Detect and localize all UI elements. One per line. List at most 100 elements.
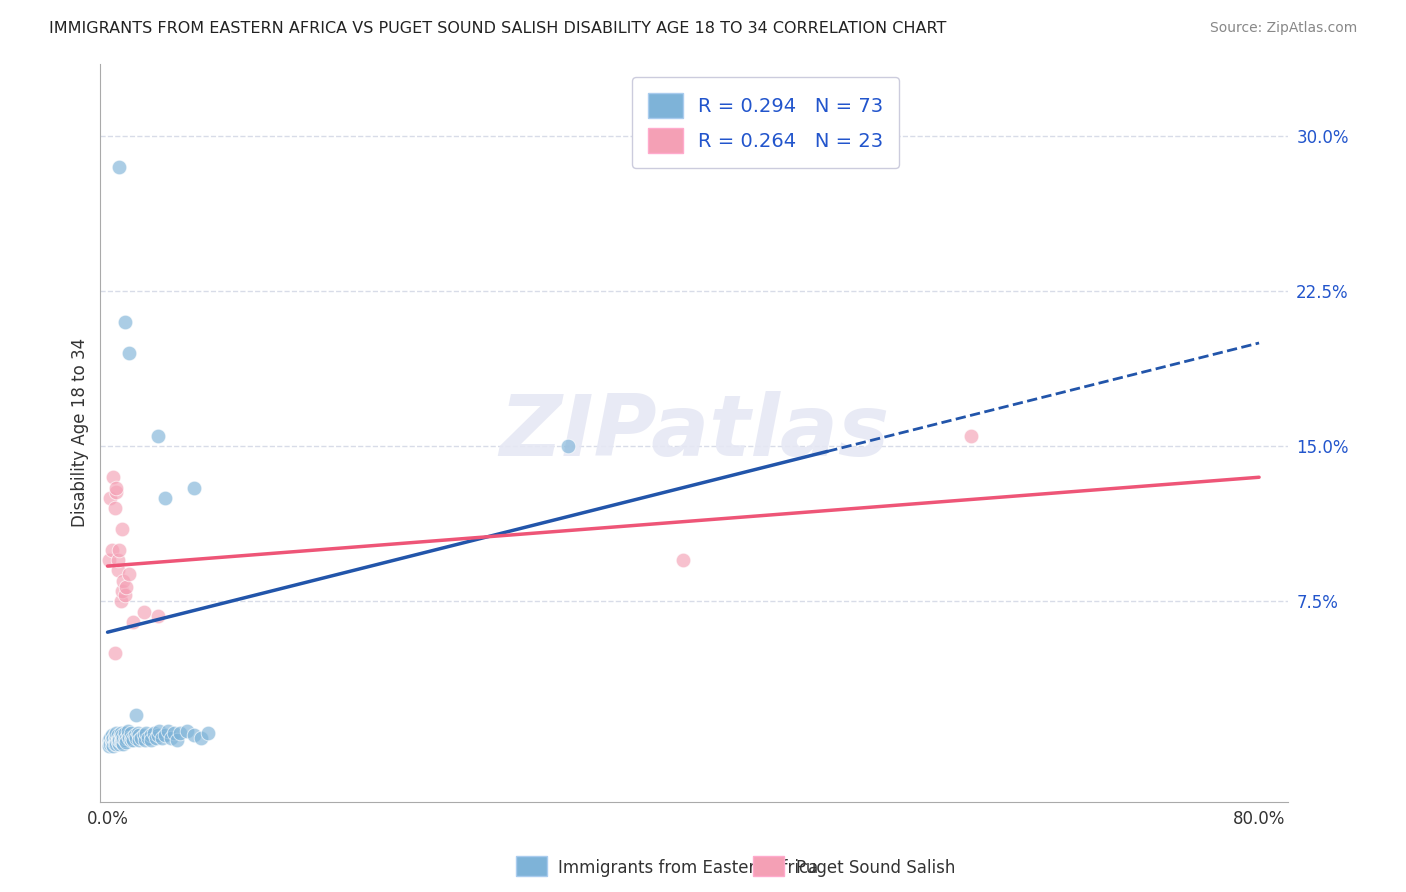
Point <box>112 574 135 588</box>
Point <box>117 724 139 739</box>
Point <box>107 553 129 567</box>
Point <box>98 737 121 751</box>
Point <box>101 737 124 751</box>
Point <box>105 737 128 751</box>
Point <box>153 491 176 505</box>
Point <box>103 731 125 745</box>
Point <box>145 731 167 745</box>
Legend: R = 0.294   N = 73, R = 0.264   N = 23: R = 0.294 N = 73, R = 0.264 N = 23 <box>631 78 898 169</box>
Point <box>114 315 136 329</box>
Point <box>176 724 198 739</box>
Point <box>163 726 186 740</box>
Point <box>100 734 122 748</box>
Point <box>672 553 695 567</box>
Point <box>100 737 122 751</box>
Point <box>122 615 145 629</box>
Point <box>100 731 122 745</box>
Point <box>128 729 150 743</box>
Point <box>115 731 138 745</box>
Point <box>105 731 128 745</box>
Point <box>114 588 136 602</box>
Point <box>153 729 176 743</box>
Point <box>135 726 157 740</box>
Point <box>107 729 129 743</box>
Point <box>132 605 155 619</box>
Point <box>118 567 141 582</box>
Point <box>150 731 173 745</box>
Point <box>197 726 219 740</box>
Point <box>108 732 131 747</box>
Point <box>100 491 122 505</box>
Point <box>117 729 139 743</box>
Point <box>142 726 165 740</box>
Point <box>111 729 134 743</box>
Point <box>103 470 125 484</box>
Point <box>115 580 138 594</box>
Point <box>111 522 134 536</box>
Point <box>110 731 132 745</box>
Point <box>101 729 124 743</box>
Point <box>110 594 132 608</box>
Point <box>107 563 129 577</box>
Point <box>128 732 150 747</box>
Point <box>118 731 141 745</box>
Point <box>98 732 121 747</box>
Point <box>111 732 134 747</box>
Point <box>124 729 146 743</box>
Point <box>108 161 131 175</box>
Point <box>98 553 121 567</box>
Y-axis label: Disability Age 18 to 34: Disability Age 18 to 34 <box>72 338 89 527</box>
Point <box>146 608 169 623</box>
Point <box>114 732 136 747</box>
Point <box>104 646 127 660</box>
Point <box>169 726 191 740</box>
Point <box>118 346 141 360</box>
Point <box>139 732 162 747</box>
Point <box>146 429 169 443</box>
Point <box>104 732 127 747</box>
Point <box>110 726 132 740</box>
Point <box>104 501 127 516</box>
Point <box>127 726 149 740</box>
Point <box>183 729 205 743</box>
Point <box>134 732 156 747</box>
Point <box>125 731 148 745</box>
Point <box>105 484 128 499</box>
Point <box>125 707 148 722</box>
Point <box>98 739 121 753</box>
Point <box>111 734 134 748</box>
Point <box>160 731 183 745</box>
Point <box>120 726 142 740</box>
Point <box>108 542 131 557</box>
Point <box>101 732 124 747</box>
Point <box>166 732 188 747</box>
Point <box>107 732 129 747</box>
Point <box>557 439 579 453</box>
Point <box>120 732 142 747</box>
Text: Immigrants from Eastern Africa: Immigrants from Eastern Africa <box>558 859 818 877</box>
Point <box>115 734 138 748</box>
Point <box>110 734 132 748</box>
Point <box>108 731 131 745</box>
Point <box>104 737 127 751</box>
Point <box>101 542 124 557</box>
Point <box>183 481 205 495</box>
Point <box>190 731 212 745</box>
Point <box>121 731 143 745</box>
Point <box>148 724 170 739</box>
Text: ZIPatlas: ZIPatlas <box>499 392 889 475</box>
Text: Puget Sound Salish: Puget Sound Salish <box>796 859 955 877</box>
Point <box>129 731 152 745</box>
Point <box>122 732 145 747</box>
Point <box>156 724 179 739</box>
Point <box>112 731 135 745</box>
Point <box>112 737 135 751</box>
Point <box>146 729 169 743</box>
Point <box>132 729 155 743</box>
Point <box>114 726 136 740</box>
Text: Source: ZipAtlas.com: Source: ZipAtlas.com <box>1209 21 1357 35</box>
Point <box>103 734 125 748</box>
Point <box>136 731 159 745</box>
Point <box>104 729 127 743</box>
Point <box>108 737 131 751</box>
